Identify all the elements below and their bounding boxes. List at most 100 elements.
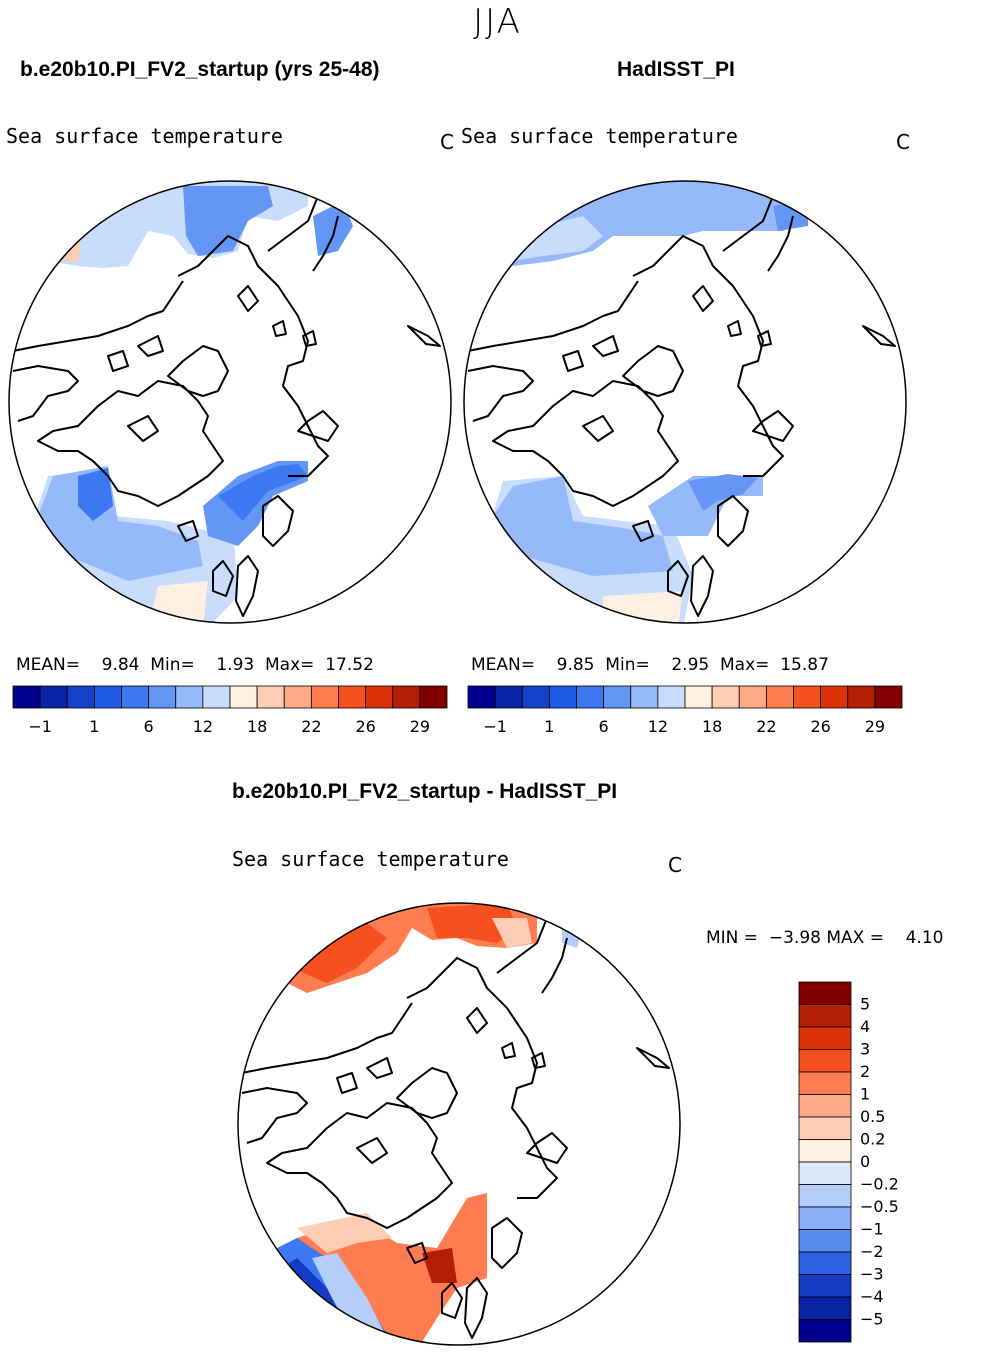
panel-1-units: C [440,130,454,154]
panel-2-stats: MEAN= 9.85 Min= 2.95 Max= 15.87 [471,655,829,675]
sst-region-barents-cold [218,464,308,521]
difference-variable: Sea surface temperature [232,847,509,871]
colorbar-tick-label: 0.5 [860,1107,885,1126]
colorbar-tick-label: 2 [860,1062,870,1081]
coastline [632,235,784,477]
colorbar-swatch [576,685,605,709]
colorbar-swatch [738,685,767,709]
coastline [466,1007,488,1034]
coastline [757,330,772,347]
sst-region-okhotsk [313,201,353,256]
colorbar-tick-label: 26 [810,717,830,736]
panel-2-variable: Sea surface temperature [461,124,738,148]
colorbar-tick-label: 5 [860,995,870,1014]
coastline [767,215,794,272]
coastline [467,280,639,352]
colorbar-tick-label: 12 [193,717,213,736]
coastline [406,957,558,1199]
sst-region-barents [688,474,758,511]
coastline [302,330,317,347]
diff-region-norwegian-warm [422,1248,457,1283]
diff-region-bering [427,903,517,943]
colorbar-swatch [419,685,448,709]
colorbar-tick-label: −1 [483,717,507,736]
coastline [407,325,441,347]
colorbar-tick-label: −3 [860,1265,884,1284]
colorbar-swatch [798,1049,852,1073]
coastline [235,555,259,617]
colorbar-tick-label: −0.5 [860,1197,899,1216]
colorbar-swatch [798,1094,852,1118]
colorbar-swatch [711,685,740,709]
coastline [366,1057,393,1079]
colorbar-tick-label: 12 [648,717,668,736]
colorbar-tick-label: −2 [860,1242,884,1261]
colorbar-tick-label: 26 [355,717,375,736]
coastline [592,335,619,357]
colorbar-swatch [798,1296,852,1320]
coastline [37,380,224,507]
colorbar-swatch [798,1071,852,1095]
coastline [177,235,329,477]
colorbar-swatch [256,685,285,709]
season-title: JJA [473,2,522,42]
map-panel-1 [8,180,452,624]
coastline [636,1047,670,1069]
map-difference [237,902,681,1346]
coastline [237,285,259,312]
colorbar-swatch [798,1026,852,1050]
coastline [441,1282,463,1319]
colorbar-swatch [798,1161,852,1185]
panel-1-title: b.e20b10.PI_FV2_startup (yrs 25-48) [20,58,380,81]
coastline [526,1132,568,1164]
colorbar-swatch [202,685,231,709]
colorbar-tick-label: −0.2 [860,1175,899,1194]
colorbar-swatch [820,685,849,709]
coastline [492,380,679,507]
colorbar-swatch [338,685,367,709]
colorbar-swatch [148,685,177,709]
sst-region-labrador-cold [78,468,113,521]
colorbar-tick-label: 6 [144,717,154,736]
colorbar-panel-1: −1 1 6 12 18 22 26 29 [12,685,448,736]
panel-2-title: HadISST_PI [617,58,735,81]
coastline [177,520,199,542]
colorbar-swatch [548,685,577,709]
colorbar-swatch [798,1251,852,1275]
colorbar-swatch [798,1139,852,1163]
coastline [622,345,684,397]
colorbar-panel-2: −1 1 6 12 18 22 26 29 [467,685,903,736]
colorbar-swatch [283,685,312,709]
colorbar-tick-label: 4 [860,1017,870,1036]
colorbar-tick-label: 18 [247,717,267,736]
colorbar-tick-label: 3 [860,1040,870,1059]
colorbar-swatch [93,685,122,709]
colorbar-tick-label: 1 [89,717,99,736]
coastline [717,495,749,547]
coastline [167,345,229,397]
coastline [272,320,287,337]
colorbar-swatch [630,685,659,709]
coastline [690,555,714,617]
coastline [12,365,79,422]
coastline [241,1002,413,1074]
coastline [491,1217,523,1269]
panel-1-stats: MEAN= 9.84 Min= 1.93 Max= 17.52 [16,655,374,675]
panel-2-units: C [896,130,910,154]
coastline [752,410,794,442]
coastline [541,937,568,994]
panel-1-variable: Sea surface temperature [6,124,283,148]
colorbar-tick-label: −5 [860,1310,884,1329]
colorbar-tick-label: 1 [860,1085,870,1104]
coastline [667,560,689,597]
diff-region-bering-light [492,918,532,948]
coastline [212,560,234,597]
colorbar-swatch [121,685,150,709]
colorbar-swatch [798,1206,852,1230]
colorbar-swatch [874,685,903,709]
coastline [312,215,339,272]
colorbar-swatch [798,1229,852,1253]
colorbar-tick-label: 22 [301,717,321,736]
colorbar-tick-label: 0 [860,1152,870,1171]
colorbar-swatch [798,1274,852,1298]
